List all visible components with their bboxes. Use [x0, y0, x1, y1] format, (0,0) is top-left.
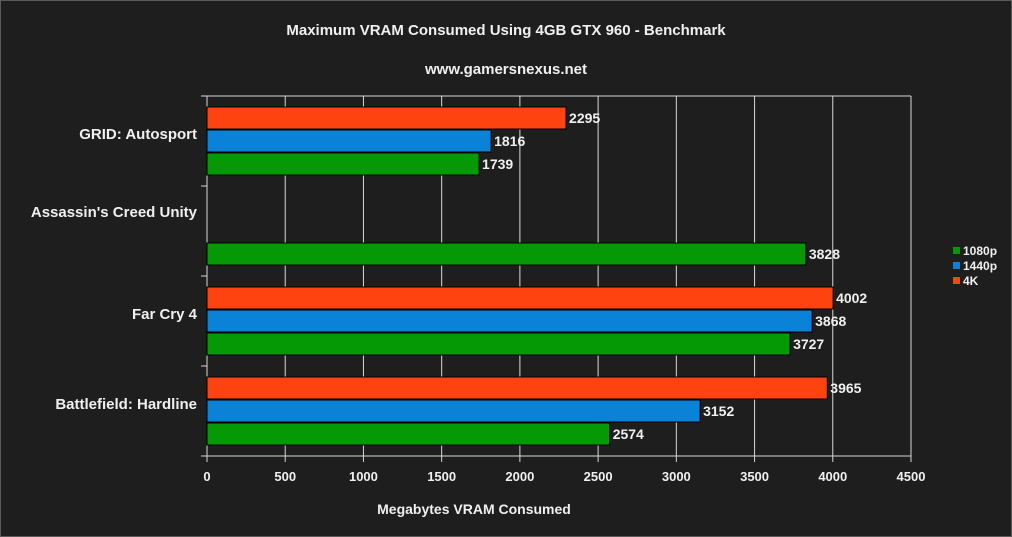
- data-label: 2295: [569, 110, 600, 126]
- chart-subtitle: www.gamersnexus.net: [425, 61, 587, 78]
- x-tick-label: 4000: [818, 469, 847, 484]
- category-label: Battlefield: Hardline: [55, 396, 197, 413]
- x-axis-title: Megabytes VRAM Consumed: [377, 501, 571, 517]
- bar-1080p: [206, 332, 791, 356]
- bar-1440p: [206, 309, 813, 333]
- data-label: 3727: [793, 336, 824, 352]
- x-tick-label: 4500: [897, 469, 926, 484]
- x-tick-label: 2500: [584, 469, 613, 484]
- category-label: GRID: Autosport: [79, 126, 197, 143]
- x-tick-label: 1000: [349, 469, 378, 484]
- category-label: Far Cry 4: [132, 306, 198, 323]
- x-tick-label: 500: [274, 469, 296, 484]
- legend-item: 4K: [953, 273, 997, 288]
- bar-1440p: [206, 399, 701, 423]
- bar-4k: [206, 106, 567, 130]
- data-label: 1739: [482, 156, 513, 172]
- legend-label: 4K: [963, 273, 979, 288]
- legend-swatch: [953, 262, 960, 269]
- bar-1080p: [206, 152, 480, 176]
- data-label: 3828: [809, 246, 840, 262]
- data-label: 1816: [494, 133, 525, 149]
- bar-4k: [206, 286, 834, 310]
- legend-label: 1440p: [963, 258, 998, 273]
- data-label: 3152: [703, 403, 734, 419]
- legend-item: 1080p: [953, 243, 997, 258]
- bar-1080p: [206, 422, 611, 446]
- x-tick-label: 3500: [740, 469, 769, 484]
- bar-1440p: [206, 129, 492, 153]
- data-label: 2574: [613, 426, 644, 442]
- x-tick-label: 2000: [505, 469, 534, 484]
- legend: 1080p 1440p 4K: [953, 243, 997, 288]
- x-tick-label: 3000: [662, 469, 691, 484]
- legend-item: 1440p: [953, 258, 997, 273]
- data-label: 3868: [815, 313, 846, 329]
- data-label: 4002: [836, 290, 867, 306]
- data-label: 3965: [830, 380, 861, 396]
- bar-4k: [206, 376, 828, 400]
- category-label: Assassin's Creed Unity: [31, 204, 198, 221]
- legend-swatch: [953, 277, 960, 284]
- x-tick-label: 1500: [427, 469, 456, 484]
- legend-swatch: [953, 247, 960, 254]
- legend-label: 1080p: [963, 243, 998, 258]
- x-tick-label: 0: [203, 469, 210, 484]
- chart-title: Maximum VRAM Consumed Using 4GB GTX 960 …: [286, 22, 726, 39]
- bar-1080p: [206, 242, 807, 266]
